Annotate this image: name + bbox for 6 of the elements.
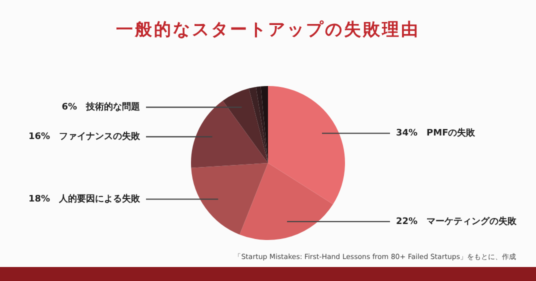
slice-label: 34% PMFの失敗 xyxy=(396,128,476,139)
slice-label: 18% 人的要因による失敗 xyxy=(28,194,141,205)
chart-title: 一般的なスタートアップの失敗理由 xyxy=(115,19,421,41)
slice-label: 6% 技術的な問題 xyxy=(62,102,140,113)
slice-label: 16% ファイナンスの失敗 xyxy=(28,131,141,142)
slice-label: 22% マーケティングの失敗 xyxy=(396,216,518,227)
